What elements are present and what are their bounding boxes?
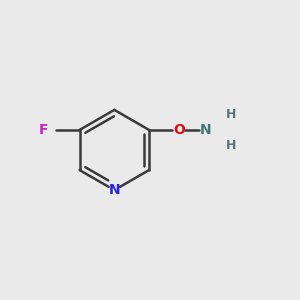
Text: N: N bbox=[109, 183, 120, 197]
Text: O: O bbox=[173, 123, 185, 137]
Text: H: H bbox=[226, 108, 237, 121]
Text: H: H bbox=[226, 139, 237, 152]
Text: F: F bbox=[39, 123, 48, 137]
Text: N: N bbox=[200, 123, 212, 137]
